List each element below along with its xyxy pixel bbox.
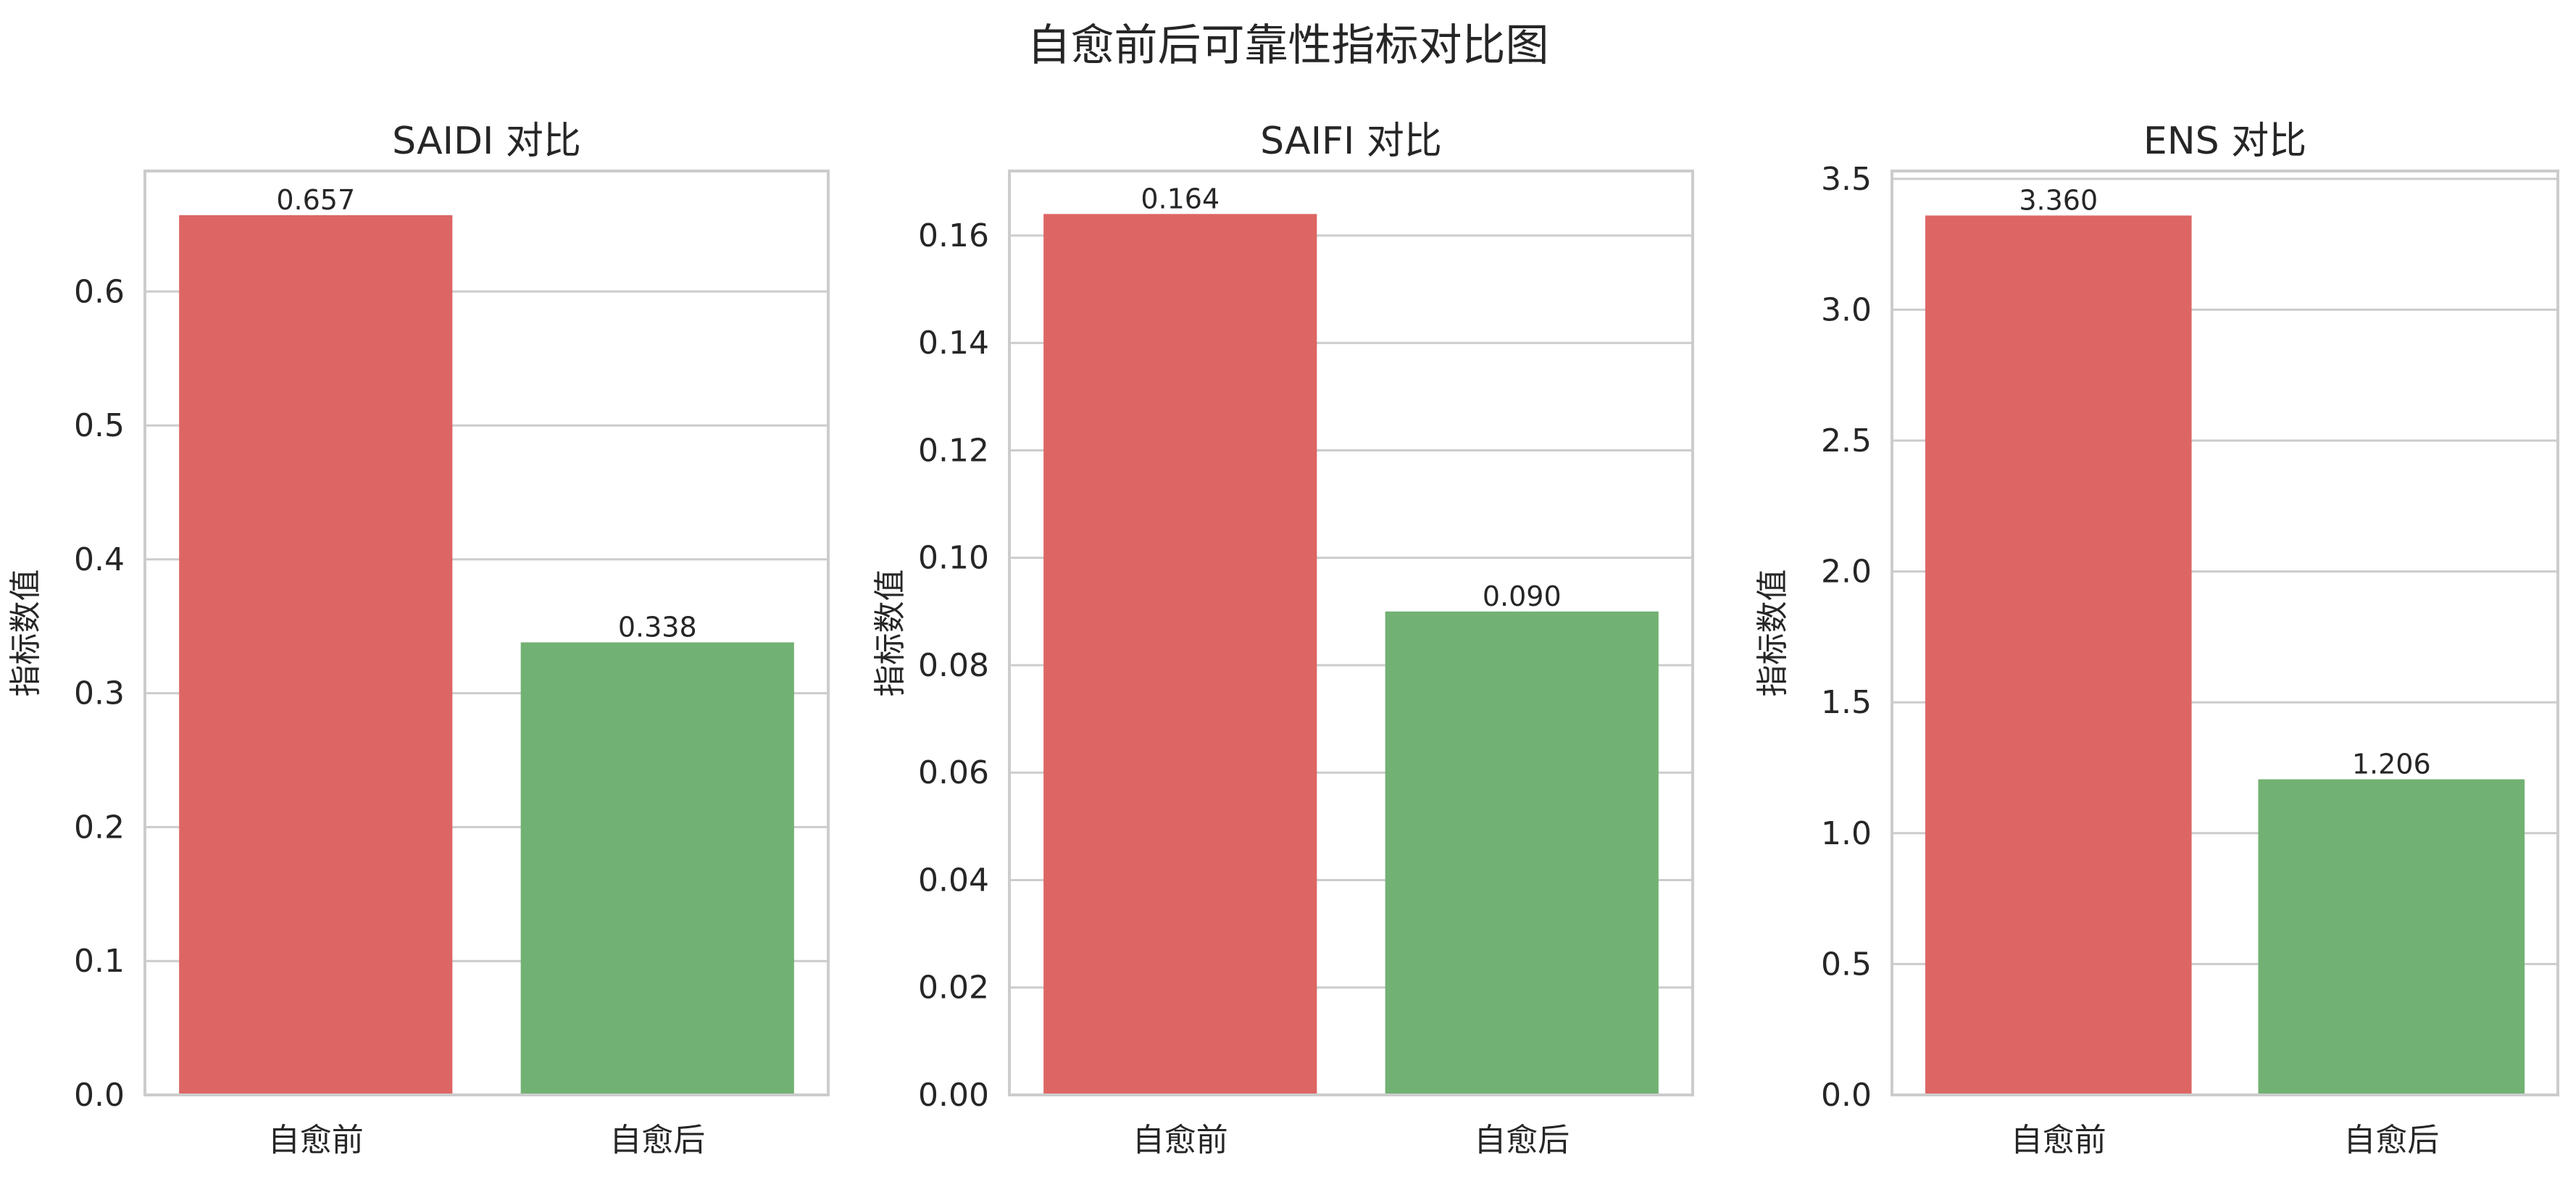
chart-2-ytick-label-0: 0.00 — [918, 1077, 989, 1114]
chart-2-frame — [1008, 170, 1694, 1096]
chart-3-ytick-label-4: 2.0 — [1821, 554, 1872, 591]
chart-3-frame — [1891, 170, 2559, 1096]
chart-2-value-label-1: 0.164 — [1141, 183, 1220, 214]
chart-1-xtick-label-1: 自愈前 — [268, 1122, 364, 1159]
chart-3-title: ENS 对比 — [2143, 120, 2306, 163]
chart-2-ytick-label-1: 0.02 — [918, 970, 989, 1007]
chart-2-bar-2 — [1385, 611, 1659, 1095]
chart-3-xtick-label-1: 自愈前 — [2011, 1122, 2106, 1159]
chart-3-ytick-label-6: 3.0 — [1821, 291, 1872, 328]
chart-1-ytick-label-6: 0.6 — [74, 273, 125, 310]
chart-3-xtick-label-2: 自愈后 — [2343, 1122, 2439, 1159]
chart-2-ytick-label-8: 0.16 — [918, 217, 989, 254]
chart-2-title: SAIFI 对比 — [1260, 120, 1442, 163]
chart-2-ytick-label-2: 0.04 — [918, 862, 989, 899]
chart-3-value-label-2: 1.206 — [2352, 748, 2431, 780]
chart-3-value-label-1: 3.360 — [2019, 184, 2098, 216]
chart-1-ytick-label-5: 0.5 — [74, 407, 125, 444]
chart-1-title: SAIDI 对比 — [392, 120, 581, 163]
chart-1-value-label-2: 0.338 — [618, 611, 697, 643]
chart-2-value-label-2: 0.090 — [1483, 580, 1562, 612]
chart-3-ytick-label-7: 3.5 — [1821, 161, 1872, 198]
chart-2-bar-1 — [1043, 214, 1317, 1095]
chart-1-bar-2 — [520, 642, 794, 1095]
chart-2-ytick-label-4: 0.08 — [918, 647, 989, 684]
chart-3-ytick-label-2: 1.0 — [1821, 815, 1872, 852]
chart-1-ytick-label-0: 0.0 — [74, 1077, 125, 1114]
chart-2-ytick-label-5: 0.10 — [918, 540, 989, 577]
chart-2-ylabel: 指标数值 — [872, 570, 909, 697]
chart-3-ytick-label-0: 0.0 — [1821, 1077, 1872, 1114]
chart-3-bar-1 — [1925, 215, 2192, 1096]
chart-1-ytick-label-1: 0.1 — [74, 943, 125, 980]
chart-3-ytick-label-1: 0.5 — [1821, 946, 1872, 983]
chart-1-ylabel: 指标数值 — [7, 570, 44, 697]
chart-1-ytick-label-2: 0.2 — [74, 809, 125, 846]
chart-3-ylabel: 指标数值 — [1754, 570, 1791, 697]
chart-2-ytick-label-6: 0.12 — [918, 432, 989, 469]
chart-2-xtick-label-2: 自愈后 — [1474, 1122, 1570, 1159]
chart-3-bar-2 — [2258, 779, 2525, 1095]
chart-1-ytick-label-3: 0.3 — [74, 675, 125, 712]
chart-2-xtick-label-1: 自愈前 — [1133, 1122, 1228, 1159]
chart-2-ytick-label-7: 0.14 — [918, 325, 989, 362]
chart-3-ytick-label-3: 1.5 — [1821, 684, 1872, 721]
chart-1-bar-1 — [179, 214, 453, 1095]
chart-3-ytick-label-5: 2.5 — [1821, 422, 1872, 459]
chart-1-xtick-label-2: 自愈后 — [609, 1122, 705, 1159]
chart-2-ytick-label-3: 0.06 — [918, 754, 989, 791]
chart-1-frame — [143, 170, 830, 1096]
chart-1-value-label-1: 0.657 — [276, 184, 355, 216]
chart-1-ytick-label-4: 0.4 — [74, 541, 125, 578]
figure-title: 自愈前后可靠性指标对比图 — [1027, 20, 1549, 71]
